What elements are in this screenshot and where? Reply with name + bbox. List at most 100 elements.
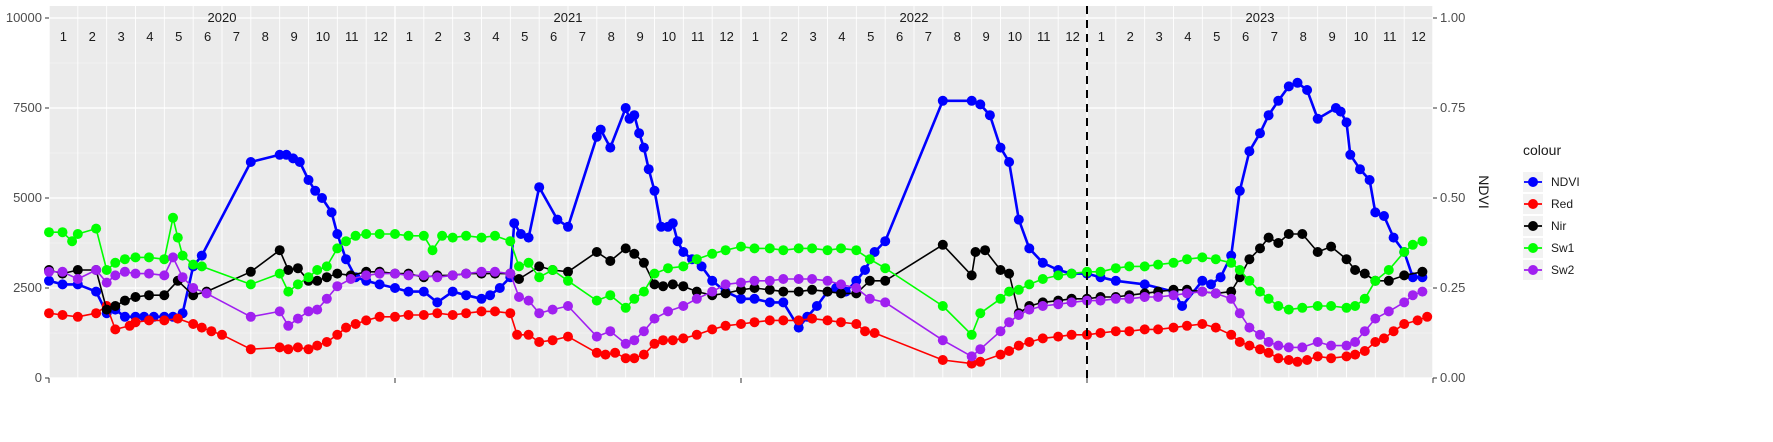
left-axis-tick-label: 7500	[13, 100, 42, 115]
data-point-sw2	[1341, 340, 1352, 351]
data-point-nir	[1312, 247, 1323, 257]
data-point-red	[490, 306, 500, 317]
data-point-ndvi	[672, 236, 683, 247]
data-point-sw1	[1124, 261, 1135, 272]
data-point-sw2	[110, 270, 121, 281]
data-point-sw2	[101, 277, 112, 288]
data-point-sw2	[303, 306, 314, 317]
data-point-sw2	[201, 288, 212, 299]
data-point-sw2	[1168, 290, 1179, 301]
data-point-red	[1312, 351, 1323, 362]
data-point-ndvi	[418, 286, 429, 297]
data-point-nir	[1244, 254, 1255, 265]
data-point-red	[505, 308, 516, 319]
data-point-sw1	[1263, 293, 1274, 304]
data-point-nir	[591, 247, 602, 257]
legend-title: colour	[1523, 142, 1561, 158]
month-label: 1	[60, 29, 67, 44]
data-point-red	[361, 315, 372, 326]
data-point-sw1	[1234, 265, 1245, 275]
data-point-red	[720, 320, 731, 331]
data-point-red	[629, 353, 640, 364]
series-red	[44, 301, 1433, 369]
legend-key-point	[1528, 199, 1538, 209]
data-point-ndvi	[1355, 164, 1365, 175]
data-point-sw2	[563, 301, 573, 311]
data-point-sw2	[144, 268, 154, 279]
data-point-sw1	[476, 232, 487, 243]
left-axis-tick-label: 0	[35, 370, 42, 385]
data-point-sw2	[1182, 288, 1192, 299]
data-point-ndvi	[869, 247, 880, 257]
data-point-sw1	[851, 245, 862, 256]
data-point-sw1	[1110, 263, 1121, 274]
data-point-sw1	[72, 229, 83, 239]
data-point-sw1	[649, 268, 660, 279]
data-point-sw1	[1350, 301, 1361, 311]
data-point-sw1	[1370, 275, 1381, 286]
data-point-sw2	[1417, 286, 1428, 297]
data-point-sw1	[1210, 254, 1221, 265]
data-point-nir	[292, 263, 303, 274]
data-point-red	[1226, 329, 1237, 340]
data-point-ndvi	[44, 275, 54, 286]
data-point-sw2	[649, 313, 660, 324]
data-point-red	[1412, 315, 1423, 326]
data-point-ndvi	[736, 293, 746, 304]
data-point-sw2	[177, 272, 188, 283]
data-point-ndvi	[793, 322, 804, 333]
data-point-sw2	[312, 304, 323, 315]
data-point-sw1	[1283, 304, 1294, 315]
data-point-ndvi	[494, 283, 505, 293]
data-point-nir	[1283, 229, 1294, 239]
data-point-ndvi	[57, 279, 68, 290]
data-point-nir	[836, 288, 846, 299]
data-point-sw1	[937, 301, 948, 311]
data-point-red	[869, 328, 880, 338]
data-point-ndvi	[303, 175, 314, 185]
data-point-red	[390, 311, 400, 322]
data-point-nir	[667, 279, 678, 290]
data-point-sw1	[67, 236, 78, 247]
data-point-sw1	[1244, 275, 1255, 286]
data-point-ndvi	[667, 218, 678, 229]
left-axis-tick-label: 5000	[13, 190, 42, 205]
data-point-nir	[678, 281, 689, 292]
year-label: 2020	[208, 10, 237, 25]
data-point-sw2	[447, 270, 458, 281]
data-point-sw2	[1283, 342, 1294, 353]
data-point-nir	[1234, 272, 1245, 283]
legend-label: Nir	[1551, 219, 1566, 233]
data-point-sw2	[778, 274, 789, 284]
data-point-ndvi	[1312, 113, 1323, 124]
data-point-red	[91, 308, 102, 319]
data-point-ndvi	[509, 218, 520, 229]
data-point-sw1	[778, 245, 789, 256]
data-point-sw2	[764, 275, 775, 286]
month-label: 5	[175, 29, 182, 44]
data-point-red	[1139, 324, 1150, 335]
data-point-red	[860, 326, 870, 337]
data-point-sw1	[1417, 236, 1428, 247]
data-point-red	[851, 319, 862, 329]
data-point-ndvi	[995, 142, 1006, 153]
data-point-nir	[119, 295, 130, 306]
data-point-nir	[620, 243, 631, 254]
data-point-sw2	[547, 304, 558, 315]
data-point-sw1	[341, 236, 351, 247]
data-point-ndvi	[310, 185, 321, 196]
data-point-red	[447, 310, 458, 320]
month-label: 1	[752, 29, 759, 44]
data-point-sw2	[403, 270, 414, 281]
data-point-ndvi	[461, 290, 472, 301]
data-point-ndvi	[196, 250, 207, 261]
month-label: 12	[373, 29, 387, 44]
data-point-sw2	[966, 351, 977, 362]
data-point-red	[591, 347, 602, 358]
data-point-ndvi	[1364, 175, 1375, 185]
data-point-red	[1422, 311, 1433, 322]
data-point-sw2	[321, 293, 332, 304]
data-point-nir	[793, 286, 804, 297]
data-point-sw1	[822, 245, 833, 256]
data-point-sw2	[807, 274, 818, 284]
